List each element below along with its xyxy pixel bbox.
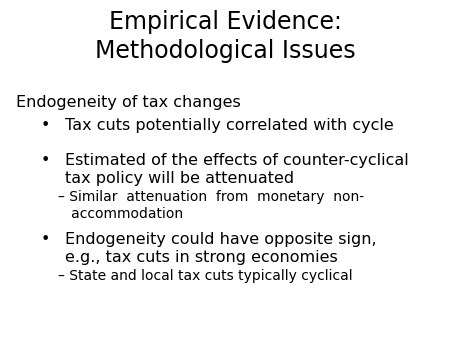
Text: Estimated of the effects of counter-cyclical
tax policy will be attenuated: Estimated of the effects of counter-cycl… xyxy=(65,153,409,186)
Text: Endogeneity of tax changes: Endogeneity of tax changes xyxy=(16,95,240,110)
Text: – Similar  attenuation  from  monetary  non-
   accommodation: – Similar attenuation from monetary non-… xyxy=(58,190,364,221)
Text: Empirical Evidence:
Methodological Issues: Empirical Evidence: Methodological Issue… xyxy=(94,10,356,63)
Text: – State and local tax cuts typically cyclical: – State and local tax cuts typically cyc… xyxy=(58,269,353,283)
Text: •: • xyxy=(40,118,50,133)
Text: •: • xyxy=(40,153,50,168)
Text: Tax cuts potentially correlated with cycle: Tax cuts potentially correlated with cyc… xyxy=(65,118,394,133)
Text: Endogeneity could have opposite sign,
e.g., tax cuts in strong economies: Endogeneity could have opposite sign, e.… xyxy=(65,232,377,265)
Text: •: • xyxy=(40,232,50,246)
